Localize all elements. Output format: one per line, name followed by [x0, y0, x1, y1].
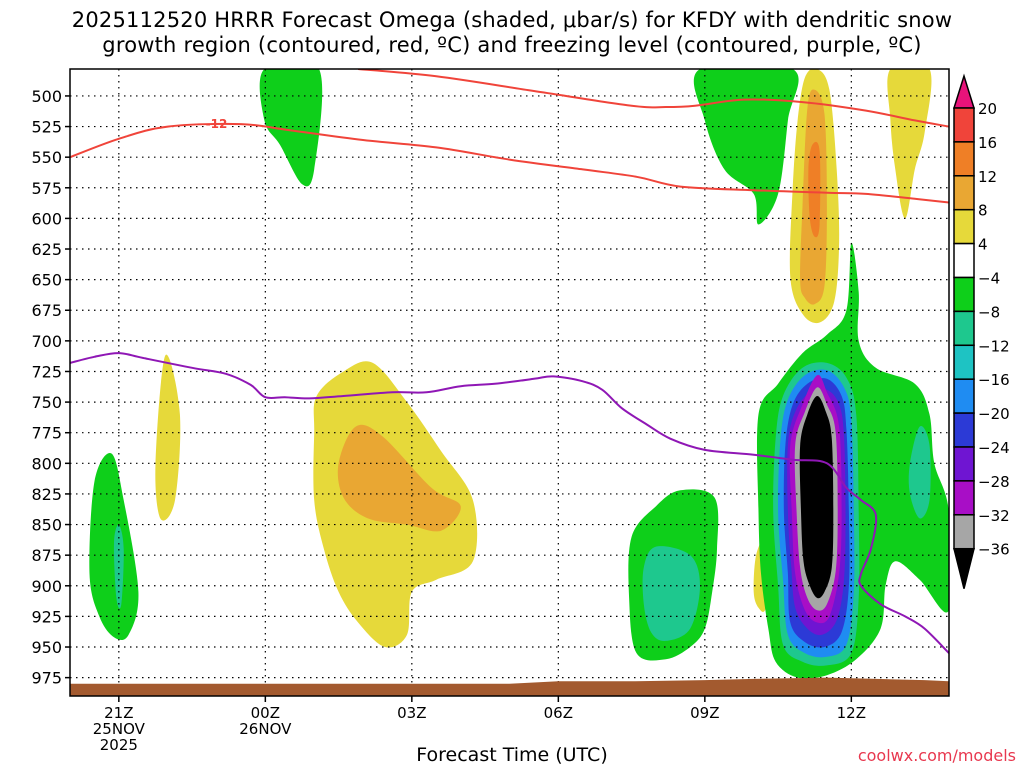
- dotted-gridlines: [70, 69, 949, 696]
- y-tick-label-700: 700: [31, 332, 62, 351]
- x-tick-label-09Z-0: 09Z: [690, 704, 719, 722]
- y-tick-label-875: 875: [31, 546, 62, 565]
- colorbar-label-13: −36: [978, 541, 1010, 559]
- omega-region-3: [155, 354, 181, 521]
- y-axis-pressure: 500 525 550 575 600 625 650 675 700 725 750 775 800 8…: [31, 87, 70, 688]
- y-tick-label-550: 550: [31, 148, 62, 167]
- colorbar-swatch-5: [953, 276, 975, 313]
- chart-title-line-2: growth region (contoured, red, ºC) and f…: [102, 33, 922, 57]
- colorbar-label-7: −12: [978, 337, 1010, 355]
- contour-line-2: [70, 352, 949, 654]
- y-tick-label-650: 650: [31, 271, 62, 290]
- x-tick-label-21Z-2: 2025: [100, 736, 138, 754]
- x-tick-label-21Z-1: 25NOV: [93, 720, 146, 738]
- x-axis-label: Forecast Time (UTC): [416, 744, 608, 766]
- omega-region-5: [337, 424, 461, 532]
- credit-link[interactable]: coolwx.com/models: [857, 746, 1016, 765]
- x-tick-label-12Z-0: 12Z: [837, 704, 866, 722]
- colorbar-label-0: 20: [978, 100, 997, 118]
- terrain-fill: [70, 677, 949, 696]
- colorbar-top-arrow: [952, 73, 976, 109]
- colorbar-label-4: 4: [978, 236, 988, 254]
- colorbar-swatch-4: [953, 242, 975, 279]
- y-tick-label-825: 825: [31, 485, 62, 504]
- colorbar-swatch-0: [953, 107, 975, 143]
- y-tick-label-625: 625: [31, 240, 62, 259]
- colorbar-swatch-8: [953, 378, 975, 414]
- omega-region-2: [113, 524, 124, 609]
- omega-region-13: [887, 69, 932, 219]
- colorbar-label-3: 8: [978, 202, 988, 220]
- plot-frame: [69, 68, 950, 697]
- colorbar-label-8: −16: [978, 371, 1010, 389]
- y-tick-label-800: 800: [31, 454, 62, 473]
- colorbar-label-1: 16: [978, 134, 997, 152]
- y-tick-label-950: 950: [31, 638, 62, 657]
- y-tick-label-850: 850: [31, 516, 62, 535]
- omega-region-0: [259, 69, 323, 187]
- omega-region-12: [808, 141, 821, 238]
- omega-region-7: [642, 546, 700, 641]
- omega-region-15: [908, 425, 931, 519]
- colorbar-swatch-12: [953, 514, 975, 550]
- colorbar-swatch-7: [953, 344, 975, 380]
- x-tick-label-06Z-0: 06Z: [544, 704, 573, 722]
- omega-region-8: [693, 69, 799, 225]
- contour-lines: -12: [70, 69, 949, 654]
- x-tick-label-21Z-0: 21Z: [104, 704, 133, 722]
- y-tick-label-600: 600: [31, 209, 62, 228]
- omega-region-22: [799, 395, 834, 599]
- contour-line-0: [358, 69, 949, 128]
- colorbar-swatch-11: [953, 480, 975, 516]
- colorbar-swatch-10: [953, 446, 975, 482]
- y-tick-label-525: 525: [31, 118, 62, 137]
- colorbar-label-12: −32: [978, 507, 1010, 525]
- y-tick-label-775: 775: [31, 424, 62, 443]
- shaded-omega-regions: [89, 69, 949, 679]
- y-tick-label-975: 975: [31, 669, 62, 688]
- colorbar-legend: 20 16 12 8 4 −4 −8 −12 −16 −20 −24 −28 −32 −36: [952, 73, 1010, 589]
- contour-line-1: [70, 122, 949, 204]
- x-tick-label-03Z-0: 03Z: [397, 704, 426, 722]
- omega-region-1: [89, 453, 139, 640]
- colorbar-label-2: 12: [978, 168, 997, 186]
- colorbar-swatch-6: [953, 310, 975, 347]
- colorbar-swatch-9: [953, 412, 975, 448]
- colorbar-label-9: −20: [978, 405, 1010, 423]
- colorbar-swatch-1: [953, 141, 975, 177]
- colorbar-label-10: −24: [978, 439, 1010, 457]
- y-tick-label-675: 675: [31, 301, 62, 320]
- terrain-strip: [70, 677, 949, 696]
- y-tick-label-725: 725: [31, 362, 62, 381]
- colorbar-bottom-arrow: [953, 547, 975, 589]
- y-tick-label-500: 500: [31, 87, 62, 106]
- y-tick-label-900: 900: [31, 577, 62, 596]
- y-tick-label-750: 750: [31, 393, 62, 412]
- y-tick-label-575: 575: [31, 179, 62, 198]
- colorbar-label-11: −28: [978, 473, 1010, 491]
- chart-title-line-1: 2025112520 HRRR Forecast Omega (shaded, …: [71, 8, 953, 32]
- x-tick-label-00Z-1: 26NOV: [239, 720, 292, 738]
- colorbar-label-5: −4: [978, 270, 1000, 288]
- x-tick-label-00Z-0: 00Z: [251, 704, 280, 722]
- y-tick-label-925: 925: [31, 607, 62, 626]
- colorbar-label-6: −8: [978, 303, 1000, 321]
- colorbar-swatch-3: [953, 208, 975, 245]
- colorbar-swatch-2: [953, 175, 975, 211]
